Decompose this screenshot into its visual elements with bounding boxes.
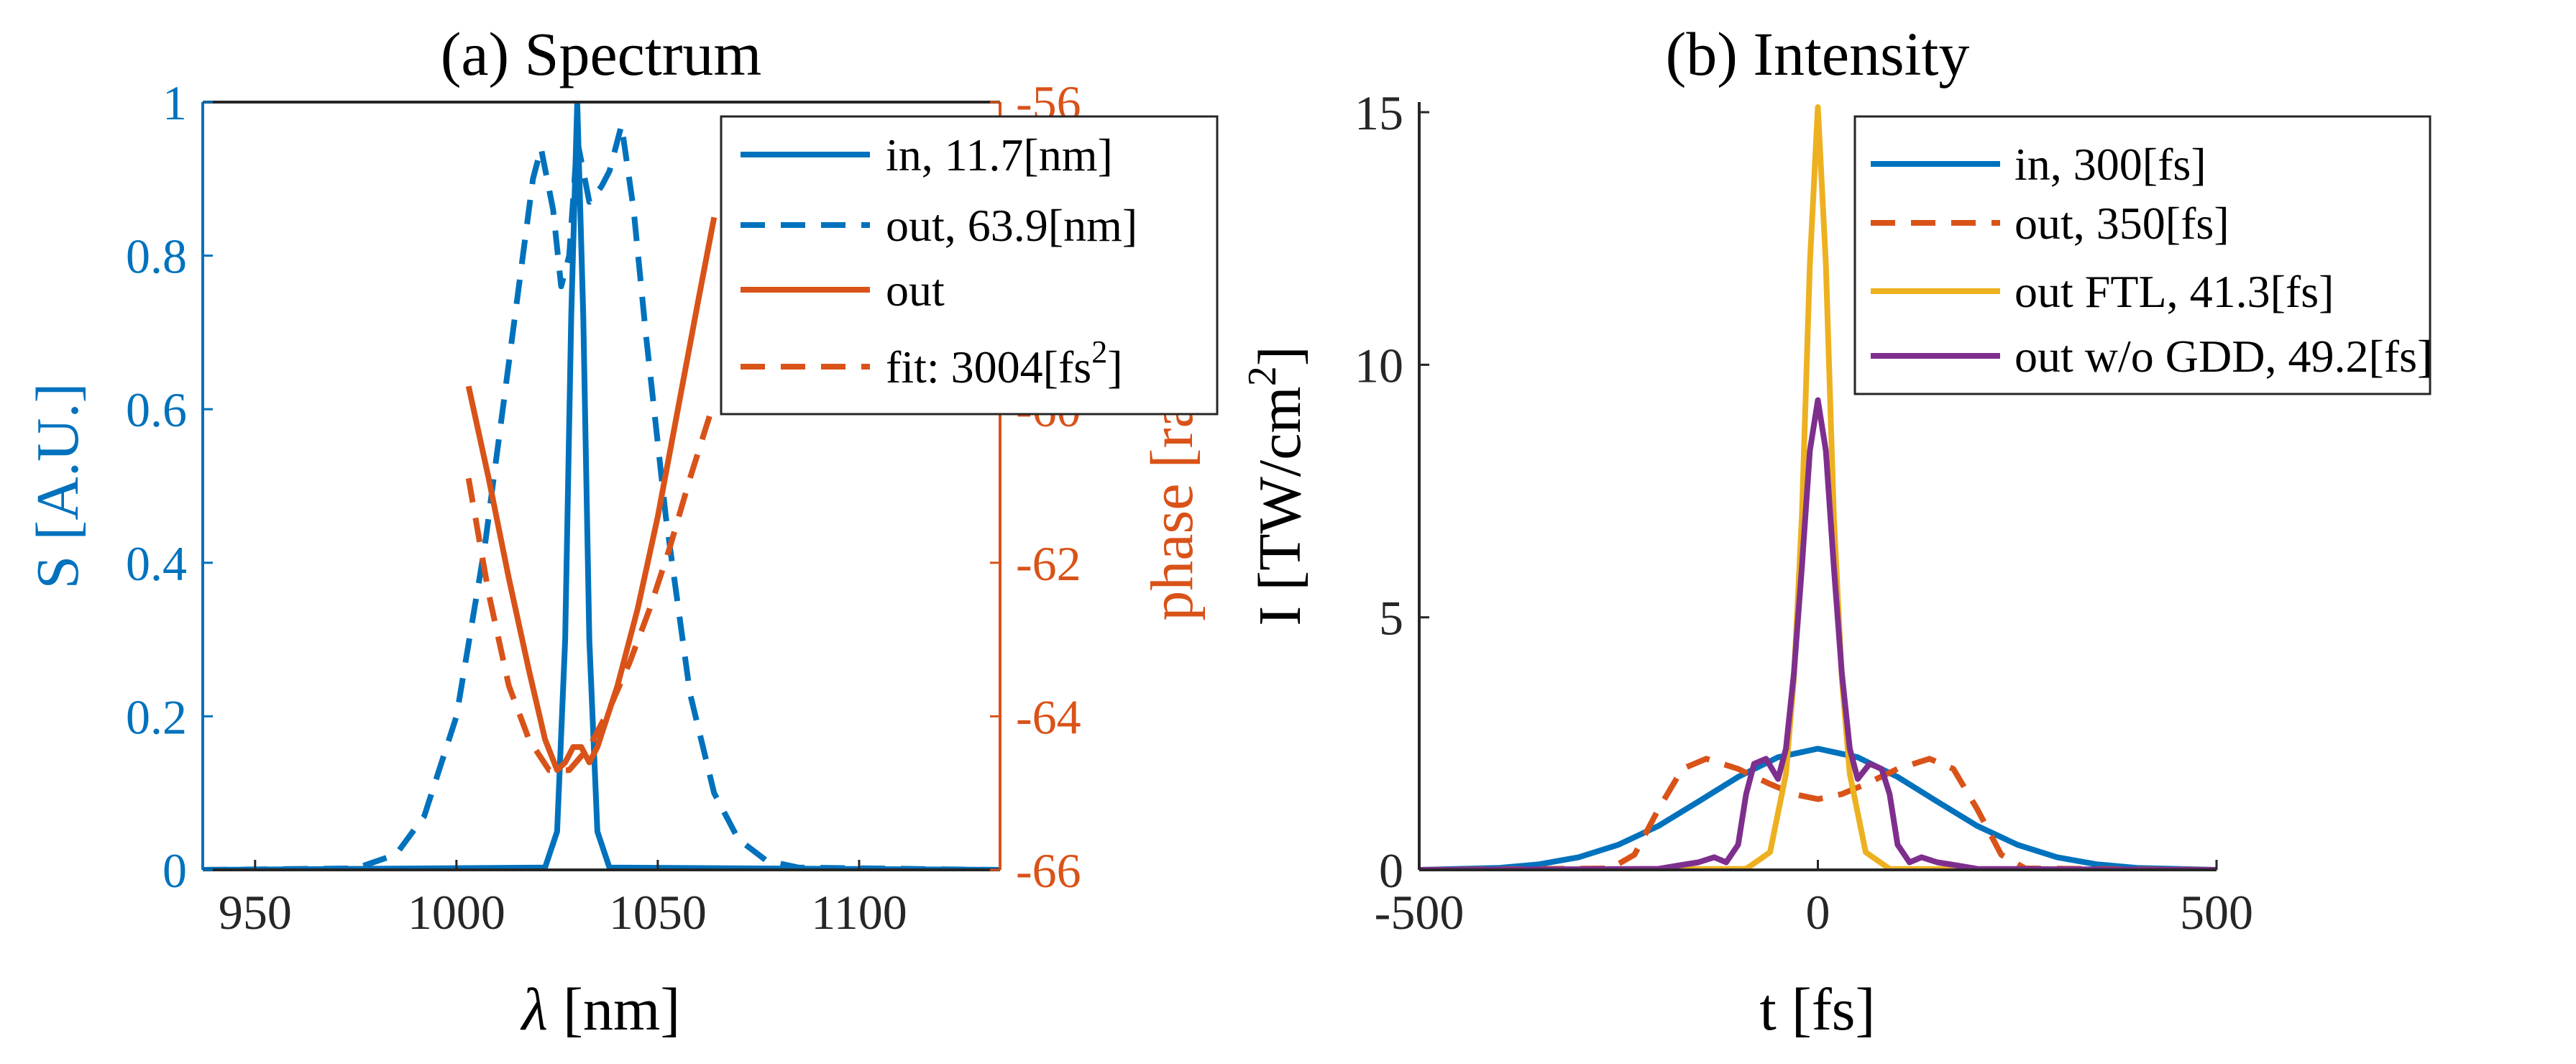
panel-a-series-3: [465, 400, 718, 774]
panel-a-x-tick-label: 1100: [811, 885, 907, 940]
panel-a-y-label: S [A.U.]: [24, 383, 91, 590]
legend-a-fit-tail: ]: [1107, 341, 1122, 393]
panel-a-y-tick-label: 1: [162, 75, 187, 130]
panel-a-y-tick-label: 0.2: [126, 689, 187, 744]
panel-a-x-tick-label: 950: [219, 885, 292, 940]
panel-b-series-group: [1419, 104, 2217, 870]
legend-b-label-ftl: out FTL, 41.3[fs]: [2014, 266, 2334, 317]
legend-a-fit-sup: 2: [1091, 334, 1107, 370]
panel-a-y-right-tick-label: -62: [1016, 536, 1081, 591]
panel-b-series-0: [1419, 746, 2217, 870]
legend-b-label-out: out, 350[fs]: [2014, 198, 2229, 249]
panel-b-x-tick-label: 500: [2180, 885, 2253, 940]
panel-a-x-label: λ [nm]: [520, 976, 681, 1043]
panel-a-series-2: [465, 216, 718, 774]
panel-b-series-1: [1419, 756, 2217, 870]
legend-a-label-out: out, 63.9[nm]: [886, 200, 1137, 251]
panel-b-y-tick-label: 0: [1379, 843, 1403, 898]
panel-b-x-label: t [fs]: [1760, 976, 1876, 1043]
panel-a-x-label-unit: [nm]: [548, 976, 680, 1043]
panel-b-legend: in, 300[fs] out, 350[fs] out FTL, 41.3[f…: [1853, 115, 2432, 395]
panel-a-title: (a) Spectrum: [441, 19, 762, 88]
panel-b-x-tick-label: -500: [1375, 885, 1465, 940]
panel-b-series-2: [1419, 104, 2217, 870]
legend-a-label-in: in, 11.7[nm]: [886, 129, 1113, 180]
legend-b-label-wogdd: out w/o GDD, 49.2[fs]: [2014, 331, 2432, 382]
panel-b-y-tick-label: 5: [1379, 591, 1403, 646]
panel-a-spectrum: 95010001050110000.20.40.60.81-66-64-62-6…: [24, 19, 1219, 1043]
panel-b-title: (b) Intensity: [1666, 19, 1970, 88]
panel-a-legend: in, 11.7[nm] out, 63.9[nm] out fit: 3004…: [720, 115, 1219, 416]
panel-a-x-tick-label: 1000: [408, 885, 505, 940]
panel-b-x-tick-label: 0: [1806, 885, 1830, 940]
panel-a-y-right-tick-label: -66: [1016, 843, 1081, 898]
legend-a-fit-main: fit: 3004[fs: [886, 341, 1091, 393]
panel-a-series-0: [203, 102, 1000, 870]
panel-a-y-tick-label: 0.4: [126, 536, 187, 591]
legend-b-label-in: in, 300[fs]: [2014, 139, 2206, 190]
panel-a-y-tick-label: 0.8: [126, 229, 187, 284]
panel-b-y-label: I [TW/cm2]: [1240, 346, 1314, 625]
panel-a-y-right-tick-label: -64: [1016, 689, 1081, 744]
panel-a-x-tick-label: 1050: [609, 885, 707, 940]
panel-b-y-label-sup: 2: [1240, 366, 1285, 386]
panel-a-ticks: 95010001050110000.20.40.60.81-66-64-62-6…: [126, 75, 1081, 940]
panel-a-series-group: [203, 102, 1000, 870]
panel-b-y-tick-label: 15: [1355, 86, 1403, 140]
panel-b-y-label-tail: ]: [1247, 346, 1314, 366]
panel-b-y-label-main: I [TW/cm: [1247, 386, 1314, 626]
panel-a-y-tick-label: 0.6: [126, 382, 187, 437]
panel-b-series-3: [1419, 397, 2217, 870]
panel-a-x-label-symbol: λ: [520, 976, 548, 1043]
panel-a-series-1: [203, 122, 1000, 870]
panel-b-y-tick-label: 10: [1355, 338, 1403, 393]
legend-a-label-phase: out: [886, 265, 945, 316]
legend-a-label-fit: fit: 3004[fs2]: [886, 334, 1123, 393]
panel-a-y-tick-label: 0: [162, 843, 187, 898]
